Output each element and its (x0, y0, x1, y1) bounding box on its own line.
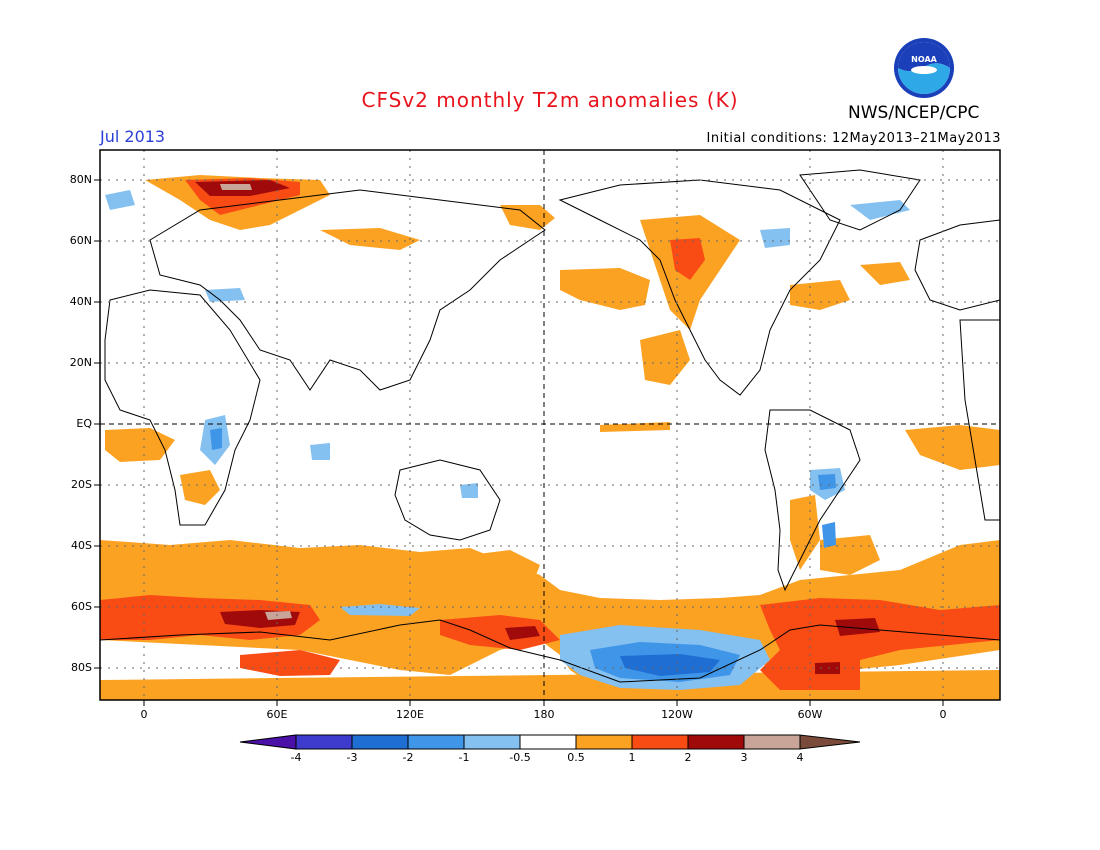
colorbar-under (239, 734, 297, 750)
colorbar-label-3: 3 (740, 751, 748, 764)
west-us-red (670, 238, 705, 280)
weddell-dark-2 (815, 662, 840, 674)
weddell-dark-1 (835, 618, 880, 636)
australia-cool (460, 483, 478, 498)
east-asia-warm (320, 228, 420, 250)
initial-conditions-label: Initial conditions: 12May2013–21May2013 (706, 131, 1001, 146)
east-africa-cool-mid (210, 428, 222, 450)
north-pacific-warm (560, 268, 650, 310)
greenland-cool (850, 200, 910, 220)
barents-extreme (220, 184, 252, 190)
colorbar-bin-3 (407, 734, 465, 750)
colorbar-bin-6 (575, 734, 633, 750)
arctic-cool (105, 190, 135, 210)
south-america-warm (790, 495, 820, 570)
colorbar-bin-1 (295, 734, 353, 750)
lat-label-60s: 60S (71, 600, 92, 613)
colorbar (239, 734, 861, 750)
lon-label-60e: 60E (266, 708, 288, 721)
colorbar-label-1: 1 (628, 751, 636, 764)
lat-label-40n: 40N (69, 295, 92, 308)
canada-cool (760, 228, 790, 248)
colorbar-label-0-5: 0.5 (567, 751, 585, 764)
lat-label-40s: 40S (71, 539, 92, 552)
tropical-atlantic-warm (905, 425, 1000, 470)
south-africa-warm (180, 470, 220, 505)
greenland-outline (799, 169, 921, 231)
colorbar-bin-8 (687, 734, 745, 750)
north-america-outline (558, 179, 841, 396)
lon-label-120w: 120W (661, 708, 693, 721)
colorbar-label-neg2: -2 (402, 751, 414, 764)
colorbar-bin-9 (743, 734, 801, 750)
amazon-cool-mid (818, 474, 836, 490)
colorbar-label-neg3: -3 (346, 751, 358, 764)
lat-label-20n: 20N (69, 356, 92, 369)
australia-outline (394, 459, 501, 541)
lat-label-eq: EQ (76, 417, 92, 430)
lat-ticks (94, 179, 944, 706)
europe-wrap-outline (914, 219, 1000, 311)
lat-label-80s: 80S (71, 661, 92, 674)
anomaly-fields (100, 175, 1000, 700)
lon-label-0: 0 (140, 708, 148, 721)
lon-label-0-wrap: 0 (939, 708, 947, 721)
map-title: CFSv2 monthly T2m anomalies (K) (361, 88, 739, 112)
colorbar-label-2: 2 (684, 751, 692, 764)
bering-warm (500, 205, 555, 230)
ross-sea-dark (505, 626, 540, 640)
south-america-outline (764, 409, 861, 592)
lon-label-120e: 120E (396, 708, 424, 721)
colorbar-bin-5 (519, 734, 577, 750)
south-indian-ocean-warm (470, 550, 540, 595)
lat-label-60n: 60N (69, 234, 92, 247)
colorbar-bin-4 (463, 734, 521, 750)
colorbar-label-neg0-5: -0.5 (509, 751, 531, 764)
south-pacific-cold-dark (620, 654, 720, 676)
tropical-atlantic-west-warm (105, 428, 175, 462)
antarctica-outline (100, 619, 1000, 683)
colorbar-label-4: 4 (796, 751, 804, 764)
eurasia-outline (149, 189, 546, 391)
indonesia-cool (310, 443, 330, 460)
noaa-logo: NOAA (894, 38, 954, 98)
coastlines (100, 169, 1000, 683)
south-indian-extreme (265, 611, 292, 620)
noaa-logo-text: NOAA (911, 55, 937, 64)
lon-label-60w: 60W (797, 708, 823, 721)
ross-sea-red (440, 615, 560, 650)
colorbar-bin-2 (351, 734, 409, 750)
lat-label-20s: 20S (71, 478, 92, 491)
east-atlantic-warm (860, 262, 910, 285)
lon-label-180: 180 (533, 708, 555, 721)
eurasia-cool (205, 288, 245, 302)
africa-wrap-outline (959, 319, 1000, 521)
agency-label: NWS/NCEP/CPC (848, 103, 980, 123)
south-indian-red (100, 595, 320, 640)
east-antarctic-red (240, 650, 340, 676)
south-indian-cold (340, 604, 420, 616)
lat-label-80n: 80N (69, 173, 92, 186)
map-frame (99, 149, 1001, 701)
colorbar-label-neg1: -1 (458, 751, 470, 764)
colorbar-label-neg4: -4 (290, 751, 302, 764)
africa-outline (104, 289, 261, 526)
colorbar-over (799, 734, 861, 750)
patagonia-cool (822, 522, 836, 548)
colorbar-bin-7 (631, 734, 689, 750)
month-label: Jul 2013 (100, 127, 166, 146)
gridlines (100, 150, 1000, 700)
